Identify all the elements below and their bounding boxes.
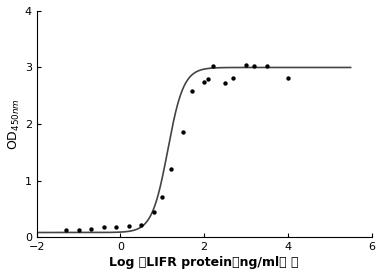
- Point: [264, 64, 270, 68]
- Point: [189, 89, 195, 93]
- Point: [126, 224, 132, 228]
- Point: [168, 167, 174, 171]
- Point: [230, 75, 236, 80]
- Point: [159, 195, 165, 200]
- X-axis label: Log （LIFR protein（ng/ml） ）: Log （LIFR protein（ng/ml） ）: [109, 256, 299, 269]
- Point: [113, 225, 119, 229]
- Point: [138, 222, 144, 227]
- Point: [63, 228, 69, 232]
- Point: [88, 226, 94, 231]
- Point: [205, 76, 211, 81]
- Point: [251, 64, 257, 68]
- Point: [151, 209, 157, 214]
- Y-axis label: OD$_{450nm}$: OD$_{450nm}$: [7, 98, 22, 150]
- Point: [285, 75, 291, 80]
- Point: [201, 79, 207, 84]
- Point: [76, 227, 82, 232]
- Point: [222, 81, 228, 86]
- Point: [243, 62, 249, 67]
- Point: [101, 225, 107, 230]
- Point: [209, 64, 215, 68]
- Point: [180, 130, 186, 135]
